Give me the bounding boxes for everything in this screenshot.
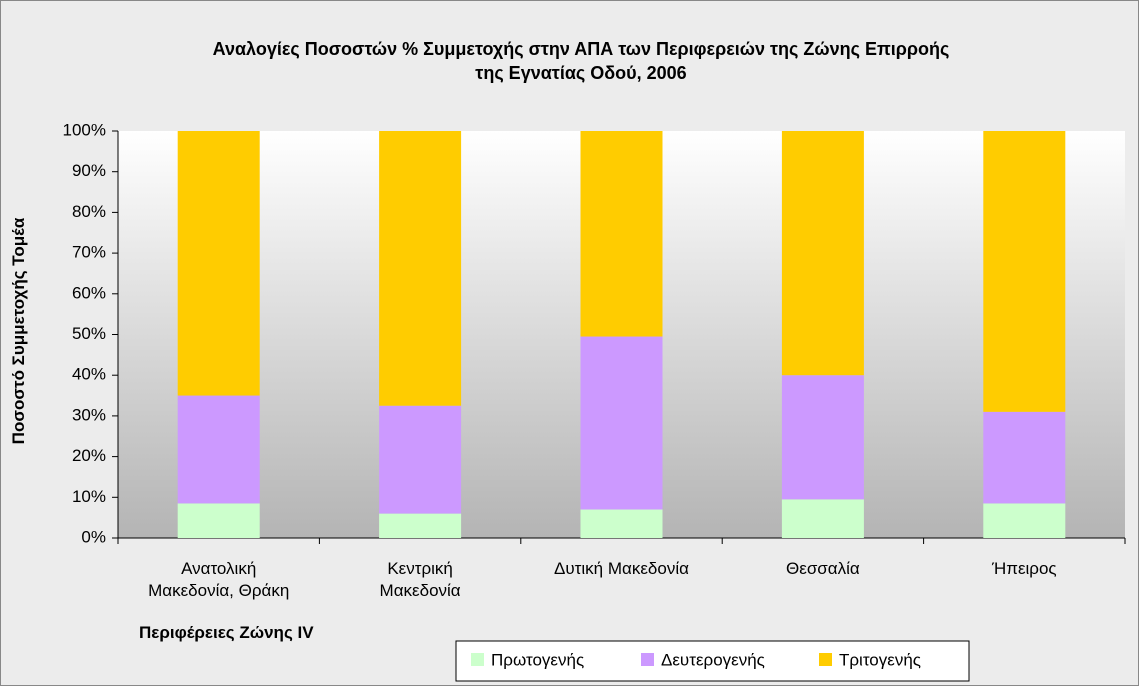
y-tick-label: 40% — [72, 365, 106, 384]
y-tick-label: 30% — [72, 405, 106, 424]
bar-segment — [781, 375, 864, 500]
y-tick-label: 20% — [72, 446, 106, 465]
chart-title: Αναλογίες Ποσοστών % Συμμετοχής στην ΑΠΑ… — [212, 39, 950, 83]
legend-box — [455, 640, 970, 682]
y-tick-label: 90% — [72, 161, 106, 180]
bar-segment — [379, 131, 462, 406]
y-tick-label: 10% — [72, 487, 106, 506]
y-tick-label: 60% — [72, 283, 106, 302]
x-axis-label: Περιφέρειες Ζώνης IV — [139, 623, 314, 642]
y-tick-label: 100% — [63, 120, 106, 139]
y-tick-label: 0% — [81, 527, 106, 546]
bar-segment — [580, 509, 663, 538]
legend-label: Δευτερογενής — [661, 650, 765, 669]
bar-segment — [983, 131, 1066, 412]
bar-segment — [177, 503, 260, 538]
bar-segment — [580, 131, 663, 337]
bar-segment — [379, 405, 462, 514]
x-tick-label: Θεσσαλία — [786, 559, 860, 578]
bar-segment — [379, 513, 462, 538]
bar-segment — [781, 131, 864, 376]
bar-segment — [580, 336, 663, 510]
bar-segment — [781, 499, 864, 538]
legend-swatch — [471, 653, 484, 666]
y-tick-label: 50% — [72, 324, 106, 343]
y-tick-label: 70% — [72, 243, 106, 262]
legend-label: Τριτογενής — [839, 650, 921, 669]
legend-swatch — [819, 653, 832, 666]
bar-segment — [177, 131, 260, 396]
bar-segment — [983, 411, 1066, 504]
bar-segment — [983, 503, 1066, 538]
x-tick-label: Δυτική Μακεδονία — [554, 559, 689, 578]
x-tick-label: Κεντρική Μακεδονία — [379, 559, 461, 600]
legend-label: Πρωτογενής — [491, 650, 584, 669]
legend-swatch — [641, 653, 654, 666]
y-tick-label: 80% — [72, 202, 106, 221]
y-axis-label: Ποσοστό Συμμετοχής Τομέα — [9, 217, 28, 445]
bar-segment — [177, 395, 260, 504]
x-tick-label: Ανατολική Μακεδονία, Θράκη — [148, 559, 290, 600]
x-tick-label: Ήπειρος — [991, 559, 1057, 578]
